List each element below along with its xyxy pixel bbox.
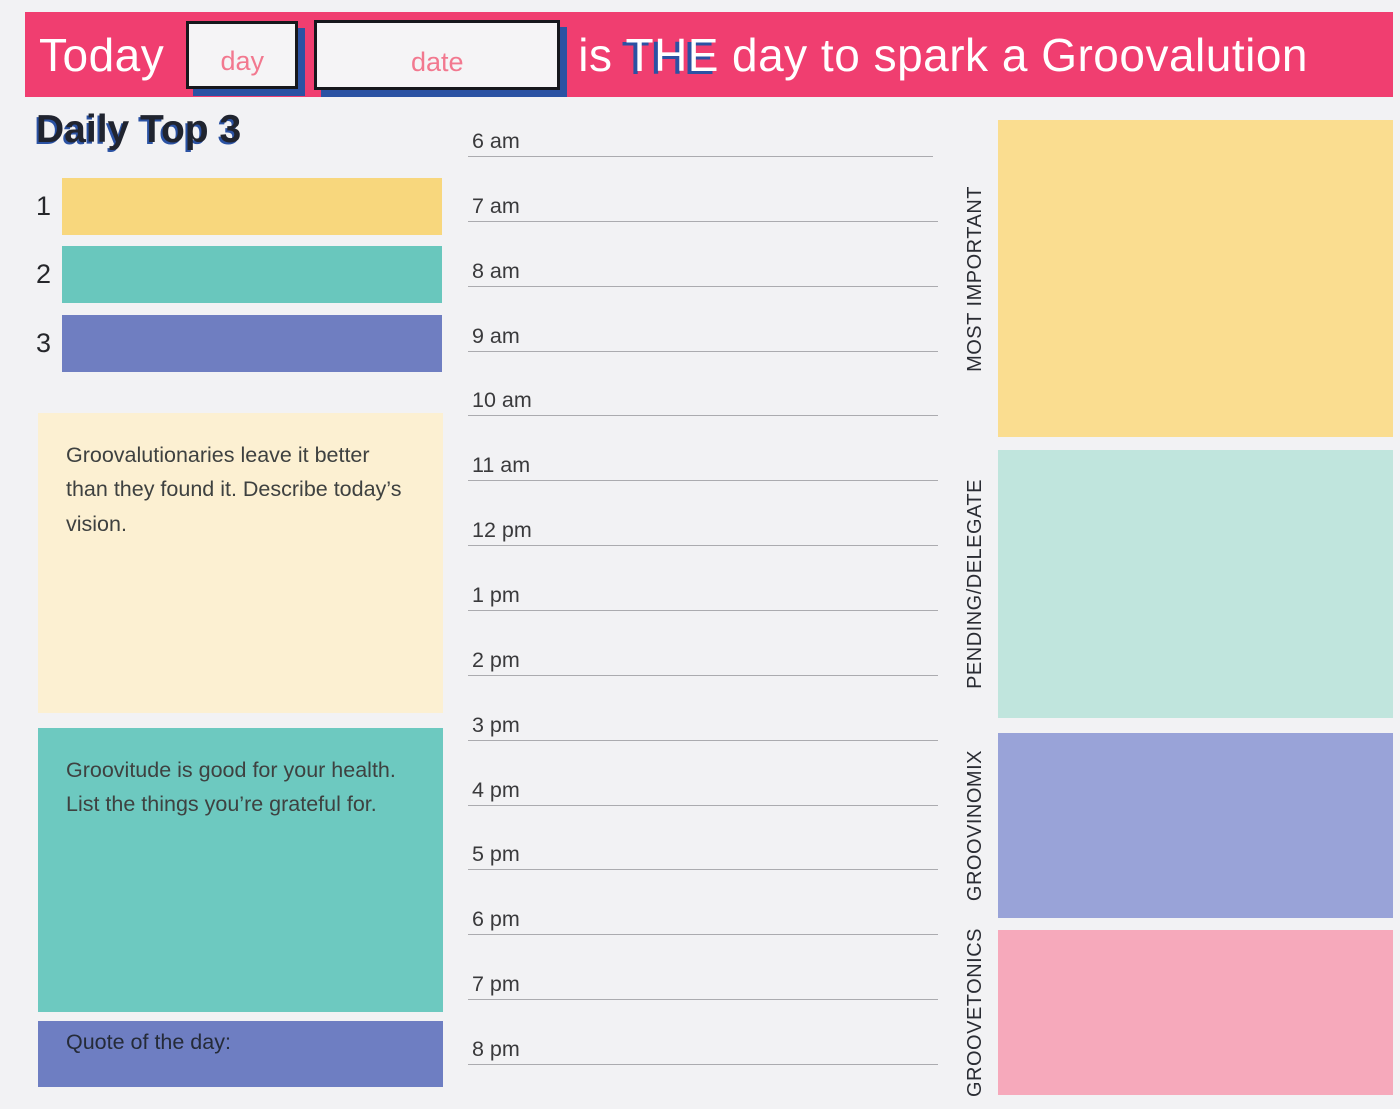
section-label-col: GROOVETONICS [953, 928, 998, 1097]
header-suffix: day to spark a Groovalution [731, 28, 1309, 81]
time-slot-6pm[interactable]: 6 pm [468, 904, 938, 935]
groovinomix-box[interactable] [998, 733, 1393, 918]
pending-delegate-label: PENDING/DELEGATE [964, 479, 986, 689]
time-slot-5pm[interactable]: 5 pm [468, 839, 938, 870]
time-slot-7pm[interactable]: 7 pm [468, 969, 938, 1000]
time-label: 3 pm [472, 713, 520, 737]
gratitude-note-box[interactable]: Groovitude is good for your health. List… [38, 728, 443, 1012]
top3-number-2: 2 [36, 259, 52, 289]
section-groovetonics: GROOVETONICS [953, 928, 1393, 1097]
section-most-important: MOST IMPORTANT [953, 120, 1393, 437]
time-slot-1pm[interactable]: 1 pm [468, 580, 938, 611]
daily-top3-title: Daily Top 3 [36, 108, 242, 151]
time-slot-8pm[interactable]: 8 pm [468, 1034, 938, 1065]
top3-row-2: 2 [36, 246, 442, 303]
time-slot-8am[interactable]: 8 am [468, 256, 938, 287]
header-middle: is [578, 28, 613, 81]
header-prefix: Today [39, 28, 165, 81]
day-field[interactable]: day [186, 20, 299, 89]
time-label: 2 pm [472, 648, 520, 672]
vision-prompt-text: Groovalutionaries leave it better than t… [66, 443, 402, 536]
time-label: 7 am [472, 194, 520, 218]
section-label-col: PENDING/DELEGATE [953, 450, 998, 718]
time-slot-10am[interactable]: 10 am [468, 385, 938, 416]
day-placeholder: day [220, 45, 265, 76]
top3-row-3: 3 [36, 315, 442, 372]
time-label: 12 pm [472, 518, 532, 542]
time-label: 9 am [472, 324, 520, 348]
time-label: 1 pm [472, 583, 520, 607]
top3-number-3: 3 [36, 328, 52, 358]
time-label: 11 am [472, 453, 531, 477]
top3-row-1: 1 [36, 178, 442, 235]
date-placeholder: date [410, 46, 464, 77]
time-label: 6 pm [472, 907, 520, 931]
groovetonics-label: GROOVETONICS [964, 928, 986, 1097]
time-slot-11am[interactable]: 11 am [468, 450, 938, 481]
time-label: 5 pm [472, 842, 520, 866]
time-slot-9am[interactable]: 9 am [468, 321, 938, 352]
time-label: 8 am [472, 259, 520, 283]
date-field[interactable]: date [314, 19, 561, 90]
most-important-box[interactable] [998, 120, 1393, 437]
quote-label: Quote of the day: [66, 1030, 231, 1054]
time-label: 4 pm [472, 778, 520, 802]
vision-note-box[interactable]: Groovalutionaries leave it better than t… [38, 413, 443, 713]
time-slot-7am[interactable]: 7 am [468, 191, 938, 222]
pending-delegate-box[interactable] [998, 450, 1393, 718]
most-important-label: MOST IMPORTANT [964, 185, 986, 372]
section-label-col: MOST IMPORTANT [953, 120, 998, 437]
top3-input-bar-2[interactable] [62, 246, 442, 303]
groovetonics-box[interactable] [998, 930, 1393, 1095]
top3-input-bar-1[interactable] [62, 178, 442, 235]
header-banner: Today day date is THE day to spark a Gro… [25, 12, 1393, 97]
time-slot-4pm[interactable]: 4 pm [468, 775, 938, 806]
time-slot-6am[interactable]: 6 am [468, 126, 933, 157]
section-pending-delegate: PENDING/DELEGATE [953, 450, 1393, 718]
top3-input-bar-3[interactable] [62, 315, 442, 372]
groovinomix-label: GROOVINOMIX [964, 749, 986, 902]
time-slot-12pm[interactable]: 12 pm [468, 515, 938, 546]
time-slot-2pm[interactable]: 2 pm [468, 645, 938, 676]
time-label: 8 pm [472, 1037, 520, 1061]
section-groovinomix: GROOVINOMIX [953, 733, 1393, 918]
header-tail: is THE day to spark a Groovalution [578, 28, 1308, 82]
quote-note-box[interactable]: Quote of the day: [38, 1021, 443, 1087]
time-label: 6 am [472, 129, 520, 153]
section-label-col: GROOVINOMIX [953, 733, 998, 918]
gratitude-prompt-text: Groovitude is good for your health. List… [66, 758, 396, 817]
time-label: 10 am [472, 388, 532, 412]
top3-number-1: 1 [36, 191, 52, 221]
header-emphasis: THE [625, 28, 719, 81]
time-slot-3pm[interactable]: 3 pm [468, 710, 938, 741]
time-label: 7 pm [472, 972, 520, 996]
